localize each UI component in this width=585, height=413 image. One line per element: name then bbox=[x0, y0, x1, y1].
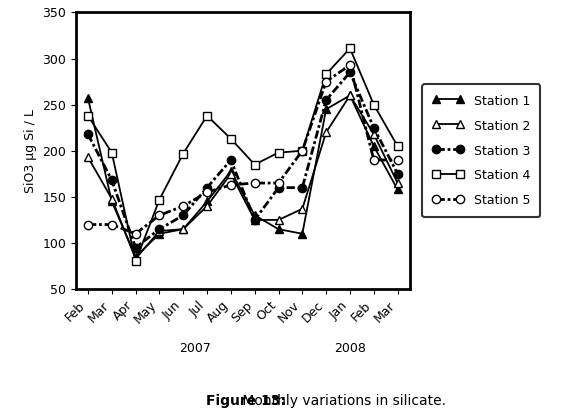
Line: Station 5: Station 5 bbox=[84, 61, 402, 238]
Station 4 bbox=[84, 113, 91, 118]
Station 1 bbox=[322, 107, 329, 112]
Station 1 bbox=[346, 93, 353, 98]
Station 1 bbox=[132, 254, 139, 259]
Station 5 bbox=[370, 157, 377, 162]
Station 2 bbox=[299, 206, 306, 211]
Station 4 bbox=[180, 151, 187, 156]
Station 3 bbox=[204, 185, 211, 190]
Line: Station 3: Station 3 bbox=[84, 68, 402, 252]
Station 5 bbox=[132, 231, 139, 236]
Station 3 bbox=[132, 245, 139, 250]
Station 4 bbox=[299, 148, 306, 153]
Station 2 bbox=[132, 256, 139, 261]
Station 3 bbox=[156, 227, 163, 232]
Line: Station 2: Station 2 bbox=[84, 91, 402, 263]
Station 5 bbox=[180, 204, 187, 209]
Station 4 bbox=[346, 46, 353, 51]
Station 2 bbox=[394, 180, 401, 185]
Station 1 bbox=[108, 199, 115, 204]
Station 2 bbox=[180, 227, 187, 232]
Station 3 bbox=[346, 70, 353, 75]
Station 5 bbox=[108, 222, 115, 227]
Station 2 bbox=[228, 171, 235, 176]
Station 1 bbox=[180, 227, 187, 232]
Station 4 bbox=[251, 162, 258, 167]
Station 1 bbox=[204, 199, 211, 204]
Station 3 bbox=[299, 185, 306, 190]
Station 3 bbox=[251, 217, 258, 222]
Station 3 bbox=[322, 97, 329, 102]
Station 5 bbox=[251, 180, 258, 185]
Text: 2007: 2007 bbox=[179, 342, 211, 355]
Line: Station 4: Station 4 bbox=[84, 44, 402, 266]
Station 5 bbox=[394, 157, 401, 162]
Station 3 bbox=[394, 171, 401, 176]
Station 2 bbox=[322, 130, 329, 135]
Station 1 bbox=[394, 187, 401, 192]
Station 5 bbox=[346, 62, 353, 67]
Station 4 bbox=[275, 150, 282, 155]
Station 5 bbox=[156, 213, 163, 218]
Text: Monthly variations in silicate.: Monthly variations in silicate. bbox=[238, 394, 446, 408]
Station 4 bbox=[156, 197, 163, 202]
Station 5 bbox=[84, 222, 91, 227]
Station 2 bbox=[370, 132, 377, 137]
Station 3 bbox=[370, 125, 377, 130]
Station 3 bbox=[275, 185, 282, 190]
Station 3 bbox=[180, 213, 187, 218]
Station 2 bbox=[84, 155, 91, 160]
Station 2 bbox=[251, 217, 258, 222]
Station 5 bbox=[204, 190, 211, 195]
Station 2 bbox=[275, 217, 282, 222]
Station 5 bbox=[322, 79, 329, 84]
Station 3 bbox=[228, 157, 235, 162]
Station 4 bbox=[322, 72, 329, 77]
Station 4 bbox=[204, 113, 211, 118]
Station 4 bbox=[370, 102, 377, 107]
Text: 2008: 2008 bbox=[334, 342, 366, 355]
Station 1 bbox=[370, 144, 377, 149]
Line: Station 1: Station 1 bbox=[84, 91, 402, 261]
Station 1 bbox=[156, 231, 163, 236]
Legend: Station 1, Station 2, Station 3, Station 4, Station 5: Station 1, Station 2, Station 3, Station… bbox=[422, 84, 540, 217]
Station 4 bbox=[132, 259, 139, 264]
Station 1 bbox=[275, 227, 282, 232]
Text: Figure 13:: Figure 13: bbox=[206, 394, 285, 408]
Station 5 bbox=[299, 148, 306, 153]
Station 4 bbox=[228, 136, 235, 141]
Station 3 bbox=[108, 178, 115, 183]
Y-axis label: SiO3 μg Si / L: SiO3 μg Si / L bbox=[24, 109, 37, 193]
Station 5 bbox=[275, 180, 282, 185]
Station 4 bbox=[108, 150, 115, 155]
Station 1 bbox=[84, 96, 91, 101]
Station 2 bbox=[156, 228, 163, 233]
Station 4 bbox=[394, 144, 401, 149]
Station 2 bbox=[108, 196, 115, 201]
Station 1 bbox=[299, 231, 306, 236]
Station 1 bbox=[251, 213, 258, 218]
Station 1 bbox=[228, 169, 235, 173]
Station 2 bbox=[346, 93, 353, 98]
Station 2 bbox=[204, 204, 211, 209]
Station 3 bbox=[84, 132, 91, 137]
Station 5 bbox=[228, 183, 235, 188]
